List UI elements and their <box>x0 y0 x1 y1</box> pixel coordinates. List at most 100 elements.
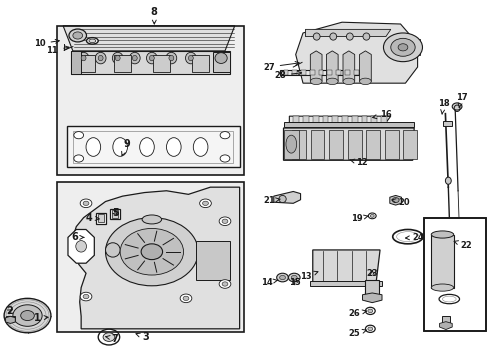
Polygon shape <box>283 128 413 160</box>
Ellipse shape <box>342 78 354 85</box>
Text: 2: 2 <box>6 306 13 316</box>
Ellipse shape <box>193 138 207 156</box>
Ellipse shape <box>76 240 86 252</box>
Polygon shape <box>66 126 239 167</box>
Text: 19: 19 <box>350 214 367 223</box>
Polygon shape <box>292 69 297 75</box>
Ellipse shape <box>98 55 103 61</box>
Ellipse shape <box>168 55 173 61</box>
Ellipse shape <box>215 53 227 63</box>
Polygon shape <box>351 116 357 123</box>
Polygon shape <box>327 69 331 75</box>
Text: 16: 16 <box>372 110 391 119</box>
Ellipse shape <box>188 55 193 61</box>
Polygon shape <box>5 316 15 323</box>
Circle shape <box>4 298 51 333</box>
Text: 23: 23 <box>366 269 377 278</box>
Text: 6: 6 <box>71 232 83 242</box>
Bar <box>114 55 131 72</box>
Polygon shape <box>318 69 323 75</box>
Text: 14: 14 <box>261 278 278 287</box>
Ellipse shape <box>430 284 453 291</box>
Ellipse shape <box>185 52 196 64</box>
Polygon shape <box>322 116 328 123</box>
Ellipse shape <box>329 33 336 40</box>
Circle shape <box>219 217 230 226</box>
Polygon shape <box>331 116 337 123</box>
Bar <box>96 213 105 224</box>
Text: 20: 20 <box>391 198 409 207</box>
Bar <box>329 130 342 159</box>
Polygon shape <box>71 51 229 74</box>
Polygon shape <box>279 69 358 75</box>
Polygon shape <box>361 116 366 123</box>
Circle shape <box>202 201 208 206</box>
Bar <box>365 280 378 300</box>
Bar <box>57 182 244 332</box>
Bar <box>407 40 419 55</box>
Bar <box>390 40 396 54</box>
Polygon shape <box>326 51 337 81</box>
Bar <box>347 130 361 159</box>
Polygon shape <box>312 116 318 123</box>
Ellipse shape <box>132 55 137 61</box>
Circle shape <box>83 294 89 299</box>
Text: 28: 28 <box>274 71 301 80</box>
Circle shape <box>73 32 82 39</box>
Ellipse shape <box>166 138 181 156</box>
Ellipse shape <box>129 52 140 64</box>
Circle shape <box>13 305 42 326</box>
Polygon shape <box>68 229 94 263</box>
Bar <box>110 209 120 220</box>
Polygon shape <box>344 69 349 75</box>
Circle shape <box>279 275 285 280</box>
Polygon shape <box>289 116 390 123</box>
Ellipse shape <box>310 78 322 85</box>
Circle shape <box>105 218 198 286</box>
Circle shape <box>391 198 398 203</box>
Text: 25: 25 <box>348 329 366 338</box>
Text: 1: 1 <box>34 313 48 323</box>
Circle shape <box>199 199 211 208</box>
Text: 17: 17 <box>455 93 467 108</box>
Polygon shape <box>312 250 379 282</box>
Text: 26: 26 <box>348 309 366 318</box>
Ellipse shape <box>445 177 450 184</box>
Ellipse shape <box>326 78 337 85</box>
Bar <box>212 51 229 72</box>
Ellipse shape <box>142 215 161 224</box>
Circle shape <box>390 39 414 56</box>
Ellipse shape <box>346 33 352 40</box>
Ellipse shape <box>105 243 120 257</box>
Polygon shape <box>63 26 234 51</box>
Ellipse shape <box>165 52 176 64</box>
Bar <box>77 55 95 72</box>
Polygon shape <box>335 69 340 75</box>
Text: 12: 12 <box>349 158 366 167</box>
Bar <box>98 215 103 222</box>
Polygon shape <box>439 321 451 329</box>
Circle shape <box>288 273 300 282</box>
Bar <box>443 121 451 126</box>
Circle shape <box>80 292 92 301</box>
Circle shape <box>451 103 461 110</box>
Circle shape <box>120 228 183 275</box>
Bar <box>430 234 453 288</box>
Text: 5: 5 <box>112 208 119 218</box>
Bar <box>191 55 209 72</box>
Bar <box>57 182 244 332</box>
Ellipse shape <box>81 55 86 61</box>
Polygon shape <box>389 195 401 205</box>
Bar <box>384 130 398 159</box>
Text: 21: 21 <box>263 196 280 205</box>
Text: 24: 24 <box>405 233 424 242</box>
Circle shape <box>83 201 89 206</box>
Polygon shape <box>359 51 370 81</box>
Polygon shape <box>370 116 376 123</box>
Text: 10: 10 <box>34 39 59 48</box>
Circle shape <box>183 296 188 301</box>
Bar <box>310 130 324 159</box>
Circle shape <box>369 215 373 217</box>
Bar <box>57 26 244 175</box>
Circle shape <box>69 29 86 42</box>
